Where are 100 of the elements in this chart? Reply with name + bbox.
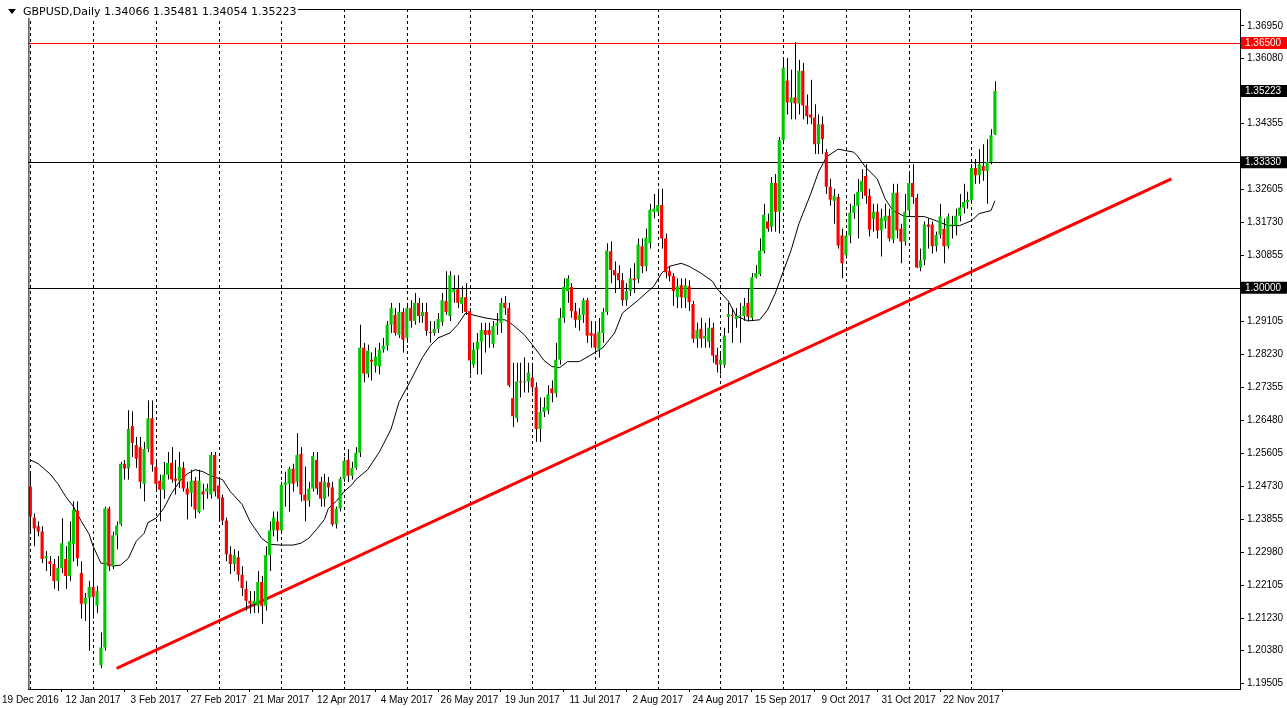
candlestick (393, 307, 397, 337)
candlestick (609, 240, 613, 284)
candlestick (177, 451, 181, 489)
y-tick-label: 1.24730 (1247, 480, 1284, 492)
candlestick (366, 344, 370, 378)
candlestick (409, 299, 413, 329)
candlestick (511, 362, 515, 428)
x-tick-label: 26 May 2017 (440, 693, 499, 705)
y-tick-label: 1.28230 (1247, 348, 1284, 360)
candlestick (181, 461, 185, 493)
y-tick-label: 1.22980 (1247, 546, 1284, 557)
ref-line-label: 1.36500 (1245, 36, 1282, 48)
candlestick (87, 580, 91, 652)
candlestick (883, 203, 887, 230)
candlestick (322, 473, 327, 508)
candlestick (499, 297, 503, 334)
candlestick (122, 459, 127, 481)
candlestick (856, 178, 860, 239)
x-tick-label: 31 Oct 2017 (881, 693, 937, 705)
candlestick (526, 362, 530, 394)
candlestick (789, 69, 793, 120)
candlestick (377, 342, 381, 375)
candlestick (491, 320, 495, 349)
candlestick (734, 307, 738, 329)
y-tick-label: 1.36080 (1247, 52, 1284, 64)
candlestick (201, 483, 205, 511)
candlestick (189, 469, 193, 508)
candlestick (373, 347, 377, 374)
candlestick (260, 575, 264, 625)
x-tick-label: 21 Mar 2017 (253, 693, 310, 705)
candlestick (232, 548, 236, 572)
candlestick (707, 317, 711, 349)
candlestick (738, 302, 742, 344)
candlestick (416, 297, 421, 324)
candlestick (483, 322, 487, 354)
candlestick (573, 302, 577, 329)
candlestick (44, 550, 48, 572)
candlestick (48, 555, 52, 577)
y-tick-label: 1.20380 (1247, 643, 1284, 655)
candlestick (656, 188, 660, 217)
candlestick (413, 292, 417, 326)
candlestick (334, 506, 338, 530)
y-tick-label: 1.21230 (1247, 611, 1284, 623)
y-tick-label: 1.34355 (1247, 117, 1284, 129)
x-tick-label: 12 Apr 2017 (317, 693, 372, 705)
x-tick-label: 27 Feb 2017 (190, 693, 248, 705)
candlestick (228, 545, 232, 575)
x-tick-label: 2 Aug 2017 (632, 693, 684, 705)
y-tick-label: 1.26480 (1247, 414, 1284, 426)
candlestick (726, 302, 730, 334)
y-tick-label: 1.27355 (1247, 381, 1284, 393)
candlestick (240, 565, 244, 597)
y-tick-label: 1.32605 (1247, 183, 1284, 195)
candlestick (479, 322, 483, 375)
y-tick-label: 1.22105 (1247, 578, 1284, 590)
candlestick (487, 322, 491, 349)
candlestick (169, 446, 174, 484)
candlestick (695, 322, 699, 349)
chart-title: GBPUSD,Daily 1.34066 1.35481 1.34054 1.35223 (21, 5, 299, 18)
y-tick-label: 1.23855 (1247, 513, 1284, 525)
candlestick (820, 115, 824, 155)
ref-line-label: 1.33330 (1245, 156, 1282, 168)
candlestick (828, 178, 832, 207)
candlestick (785, 57, 789, 115)
candlestick (287, 466, 291, 513)
candlestick (816, 113, 821, 155)
candlestick (879, 208, 883, 258)
candlestick (389, 302, 393, 334)
x-tick-label: 19 Dec 2016 (2, 693, 60, 705)
candlestick (640, 237, 644, 274)
candlestick (369, 352, 374, 381)
y-tick-label: 1.25605 (1247, 447, 1284, 459)
candlestick (581, 297, 585, 324)
x-tick-label: 24 Aug 2017 (692, 693, 749, 705)
candlestick (832, 188, 836, 225)
candlestick (871, 203, 875, 233)
candlestick (699, 317, 703, 349)
candlestick (424, 302, 428, 337)
ref-line-label: 1.30000 (1245, 281, 1282, 293)
candlestick (420, 302, 425, 324)
candlestick (538, 396, 542, 443)
candlestick (954, 208, 958, 236)
candlestick (926, 217, 930, 250)
x-tick-label: 22 Nov 2017 (943, 693, 1001, 705)
candlestick (236, 550, 240, 582)
candlestick (130, 410, 134, 458)
candlestick (918, 248, 922, 272)
y-tick-label: 1.19505 (1247, 676, 1284, 688)
candlestick (185, 481, 189, 520)
x-tick-label: 9 Oct 2017 (821, 693, 871, 705)
candlestick (291, 463, 295, 493)
candlestick (440, 292, 444, 327)
x-tick-label: 12 Jan 2017 (65, 693, 122, 705)
candlestick (475, 332, 479, 375)
candlestick (875, 203, 879, 239)
candlestick (703, 322, 707, 349)
candlestick (765, 213, 770, 233)
candlestick (546, 384, 550, 415)
candlestick (887, 208, 891, 242)
y-tick-label: 1.29105 (1247, 315, 1284, 327)
